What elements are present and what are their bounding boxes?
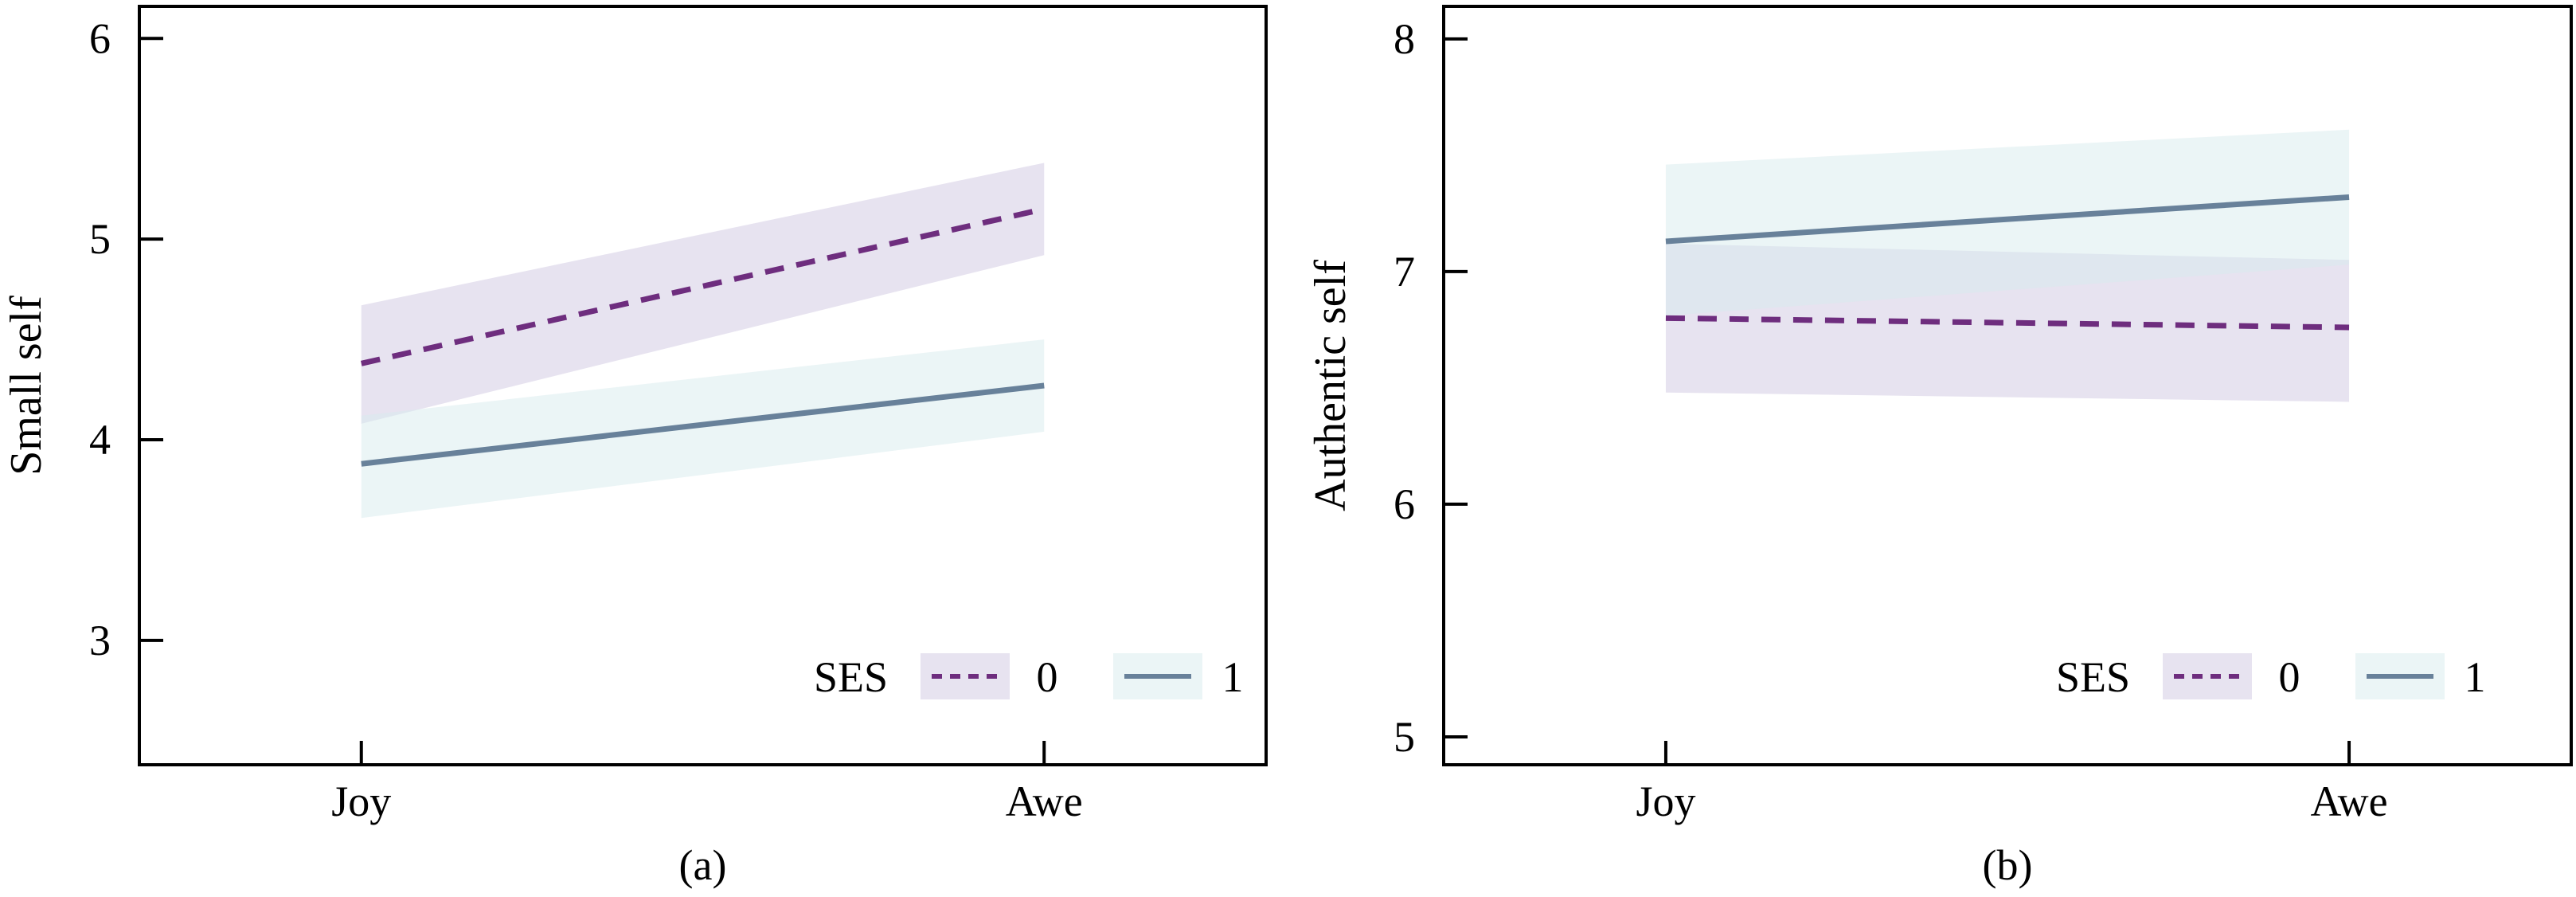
legend-title: SES: [2056, 653, 2130, 701]
x-tick-label-awe: Awe: [1006, 778, 1083, 825]
confidence-band-ses1: [1665, 129, 2350, 316]
legend-label-ses0: 0: [2279, 653, 2300, 701]
y-tick-label: 6: [1394, 480, 1415, 528]
legend-title: SES: [814, 653, 888, 701]
series-line-ses0: [360, 206, 1046, 366]
panel-a-chart: 6 5 4 3 Joy Awe Small self SES 0 1 (a): [2, 5, 1268, 889]
y-tick-label: 5: [1394, 713, 1415, 761]
x-tick-label-joy: Joy: [1636, 778, 1695, 825]
y-tick-label: 4: [89, 416, 111, 464]
confidence-band-ses0: [361, 163, 1045, 424]
panel-caption-a: (a): [679, 841, 727, 889]
y-tick-label: 5: [89, 215, 111, 263]
panel-b: 8 7 6 5 Joy Awe Authentic self SES 0 1 (b): [1288, 0, 2576, 897]
y-tick-label: 3: [89, 617, 111, 664]
series-line-ses1: [361, 382, 1045, 467]
panel-a: 6 5 4 3 Joy Awe Small self SES 0 1 (a): [2, 5, 1268, 889]
y-tick-label: 8: [1394, 15, 1415, 63]
legend-label-ses1: 1: [2465, 653, 2486, 701]
legend-label-ses0: 0: [1037, 653, 1058, 701]
y-tick-label: 6: [89, 14, 111, 62]
x-tick-label-awe: Awe: [2311, 778, 2388, 825]
confidence-band-ses1: [361, 339, 1045, 519]
panel-caption-b: (b): [1983, 841, 2033, 889]
x-tick-label-joy: Joy: [331, 778, 391, 825]
y-axis-label: Small self: [2, 296, 51, 476]
plot-frame: [138, 5, 1268, 766]
legend-label-ses1: 1: [1222, 653, 1244, 701]
y-tick-label: 7: [1394, 248, 1415, 296]
series-line-ses0: [1665, 315, 2350, 331]
series-line-ses1: [1665, 194, 2350, 245]
panel-b-chart: 8 7 6 5 Joy Awe Authentic self SES 0 1 (b): [1306, 5, 2573, 889]
y-axis-label: Authentic self: [1306, 260, 1355, 511]
plot-frame: [1442, 5, 2573, 766]
